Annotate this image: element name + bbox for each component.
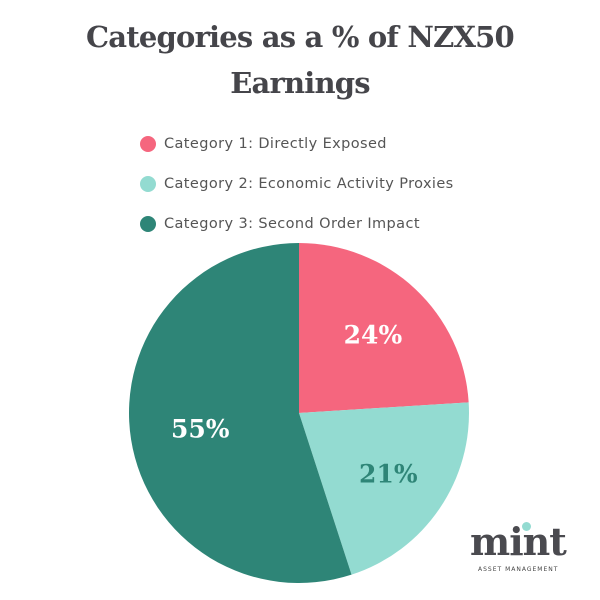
chart-title: Categories as a % of NZX50 Earnings: [0, 14, 600, 106]
data-label: 55%: [171, 415, 230, 444]
legend-item: Category 2: Economic Activity Proxies: [140, 164, 454, 204]
pie-slice-1: [299, 243, 469, 413]
title-line-1: Categories as a % of NZX50: [86, 20, 515, 54]
legend-swatch: [140, 216, 156, 232]
legend-swatch: [140, 136, 156, 152]
legend-swatch: [140, 176, 156, 192]
logo-subtitle: ASSET MANAGEMENT: [478, 566, 559, 573]
mint-logo: mint ASSET MANAGEMENT: [470, 522, 590, 574]
legend-label: Category 3: Second Order Impact: [164, 216, 420, 232]
legend-item: Category 3: Second Order Impact: [140, 204, 454, 244]
logo-dot: [522, 522, 531, 531]
legend-label: Category 2: Economic Activity Proxies: [164, 176, 454, 192]
data-label: 21%: [359, 460, 418, 489]
legend: Category 1: Directly Exposed Category 2:…: [140, 124, 454, 244]
pie-slice-3: [129, 243, 352, 583]
legend-label: Category 1: Directly Exposed: [164, 136, 387, 152]
title-line-2: Earnings: [230, 66, 370, 100]
data-label: 24%: [344, 320, 403, 349]
legend-item: Category 1: Directly Exposed: [140, 124, 454, 164]
logo-word: mint: [470, 519, 567, 564]
pie-slice-2: [299, 402, 469, 575]
